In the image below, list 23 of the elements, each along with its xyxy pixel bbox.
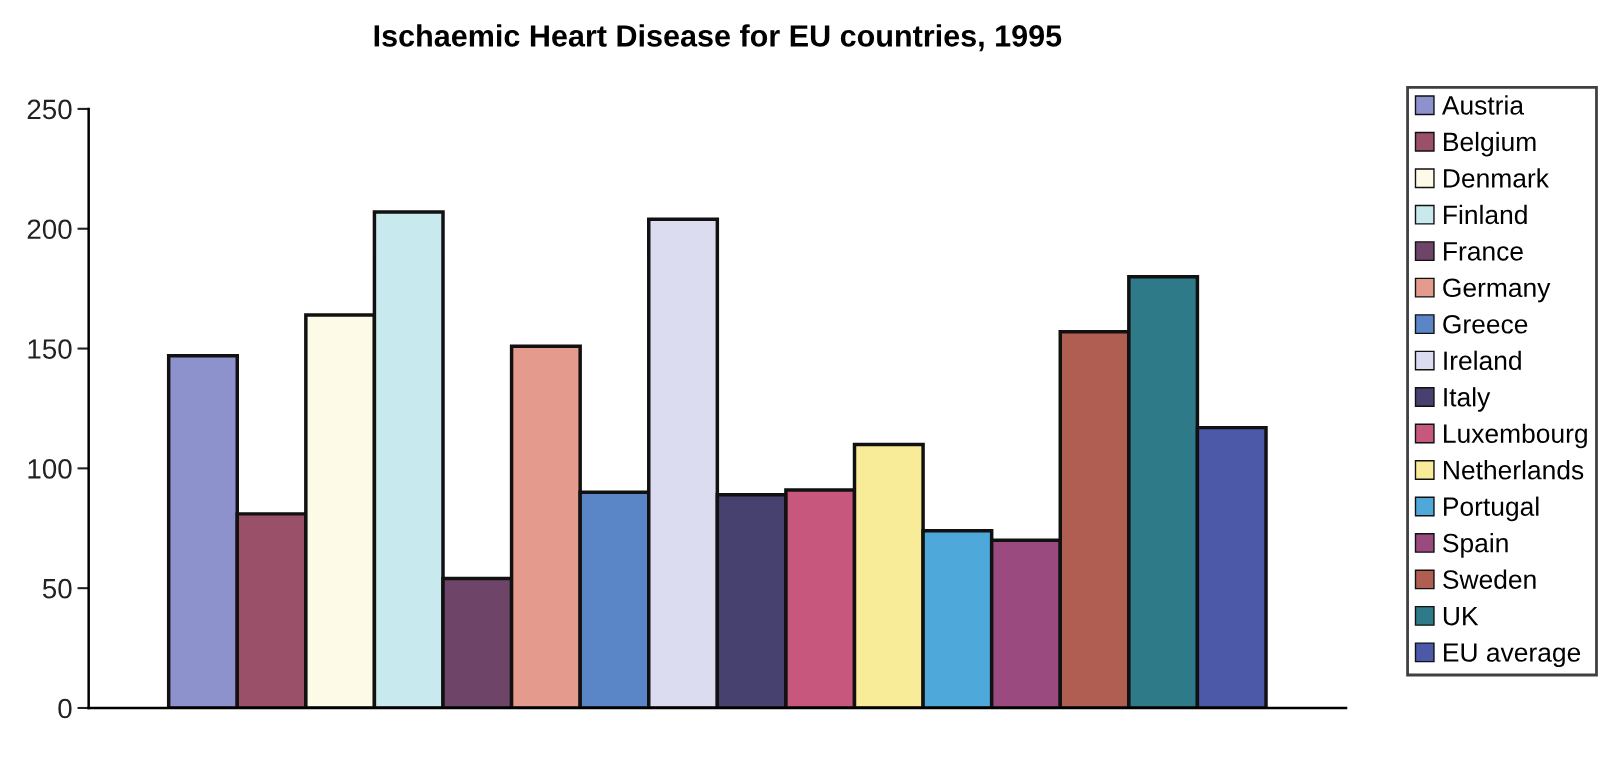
chart-title: Ischaemic Heart Disease for EU countries, 1995 bbox=[374, 24, 1062, 52]
legend-label: EU average bbox=[1444, 643, 1581, 668]
y-tick-label: 50 bbox=[42, 578, 72, 599]
legend-label: Sweden bbox=[1443, 569, 1536, 589]
legend-label: UK bbox=[1443, 606, 1479, 626]
y-tick-label: 250 bbox=[27, 99, 72, 120]
legend-label: Netherlands bbox=[1444, 460, 1584, 480]
y-tick-label: 200 bbox=[27, 219, 72, 240]
legend-label: Italy bbox=[1444, 387, 1491, 412]
legend-label: Greece bbox=[1443, 314, 1528, 334]
legend-label: France bbox=[1444, 242, 1523, 261]
legend-label: Germany bbox=[1443, 278, 1551, 303]
y-tick-label: 0 bbox=[58, 698, 72, 719]
legend-label: Belgium bbox=[1444, 131, 1536, 157]
legend-label: Austria bbox=[1441, 95, 1525, 115]
legend-label: Finland bbox=[1444, 204, 1527, 225]
legend-label: Spain bbox=[1443, 533, 1508, 558]
legend-label: Ireland bbox=[1444, 350, 1521, 371]
y-tick-label: 150 bbox=[28, 339, 72, 359]
legend-label: Luxembourg bbox=[1444, 423, 1587, 449]
legend-label: Denmark bbox=[1444, 168, 1549, 188]
legend-label: Portugal bbox=[1444, 496, 1539, 522]
y-tick-label: 100 bbox=[28, 459, 72, 479]
